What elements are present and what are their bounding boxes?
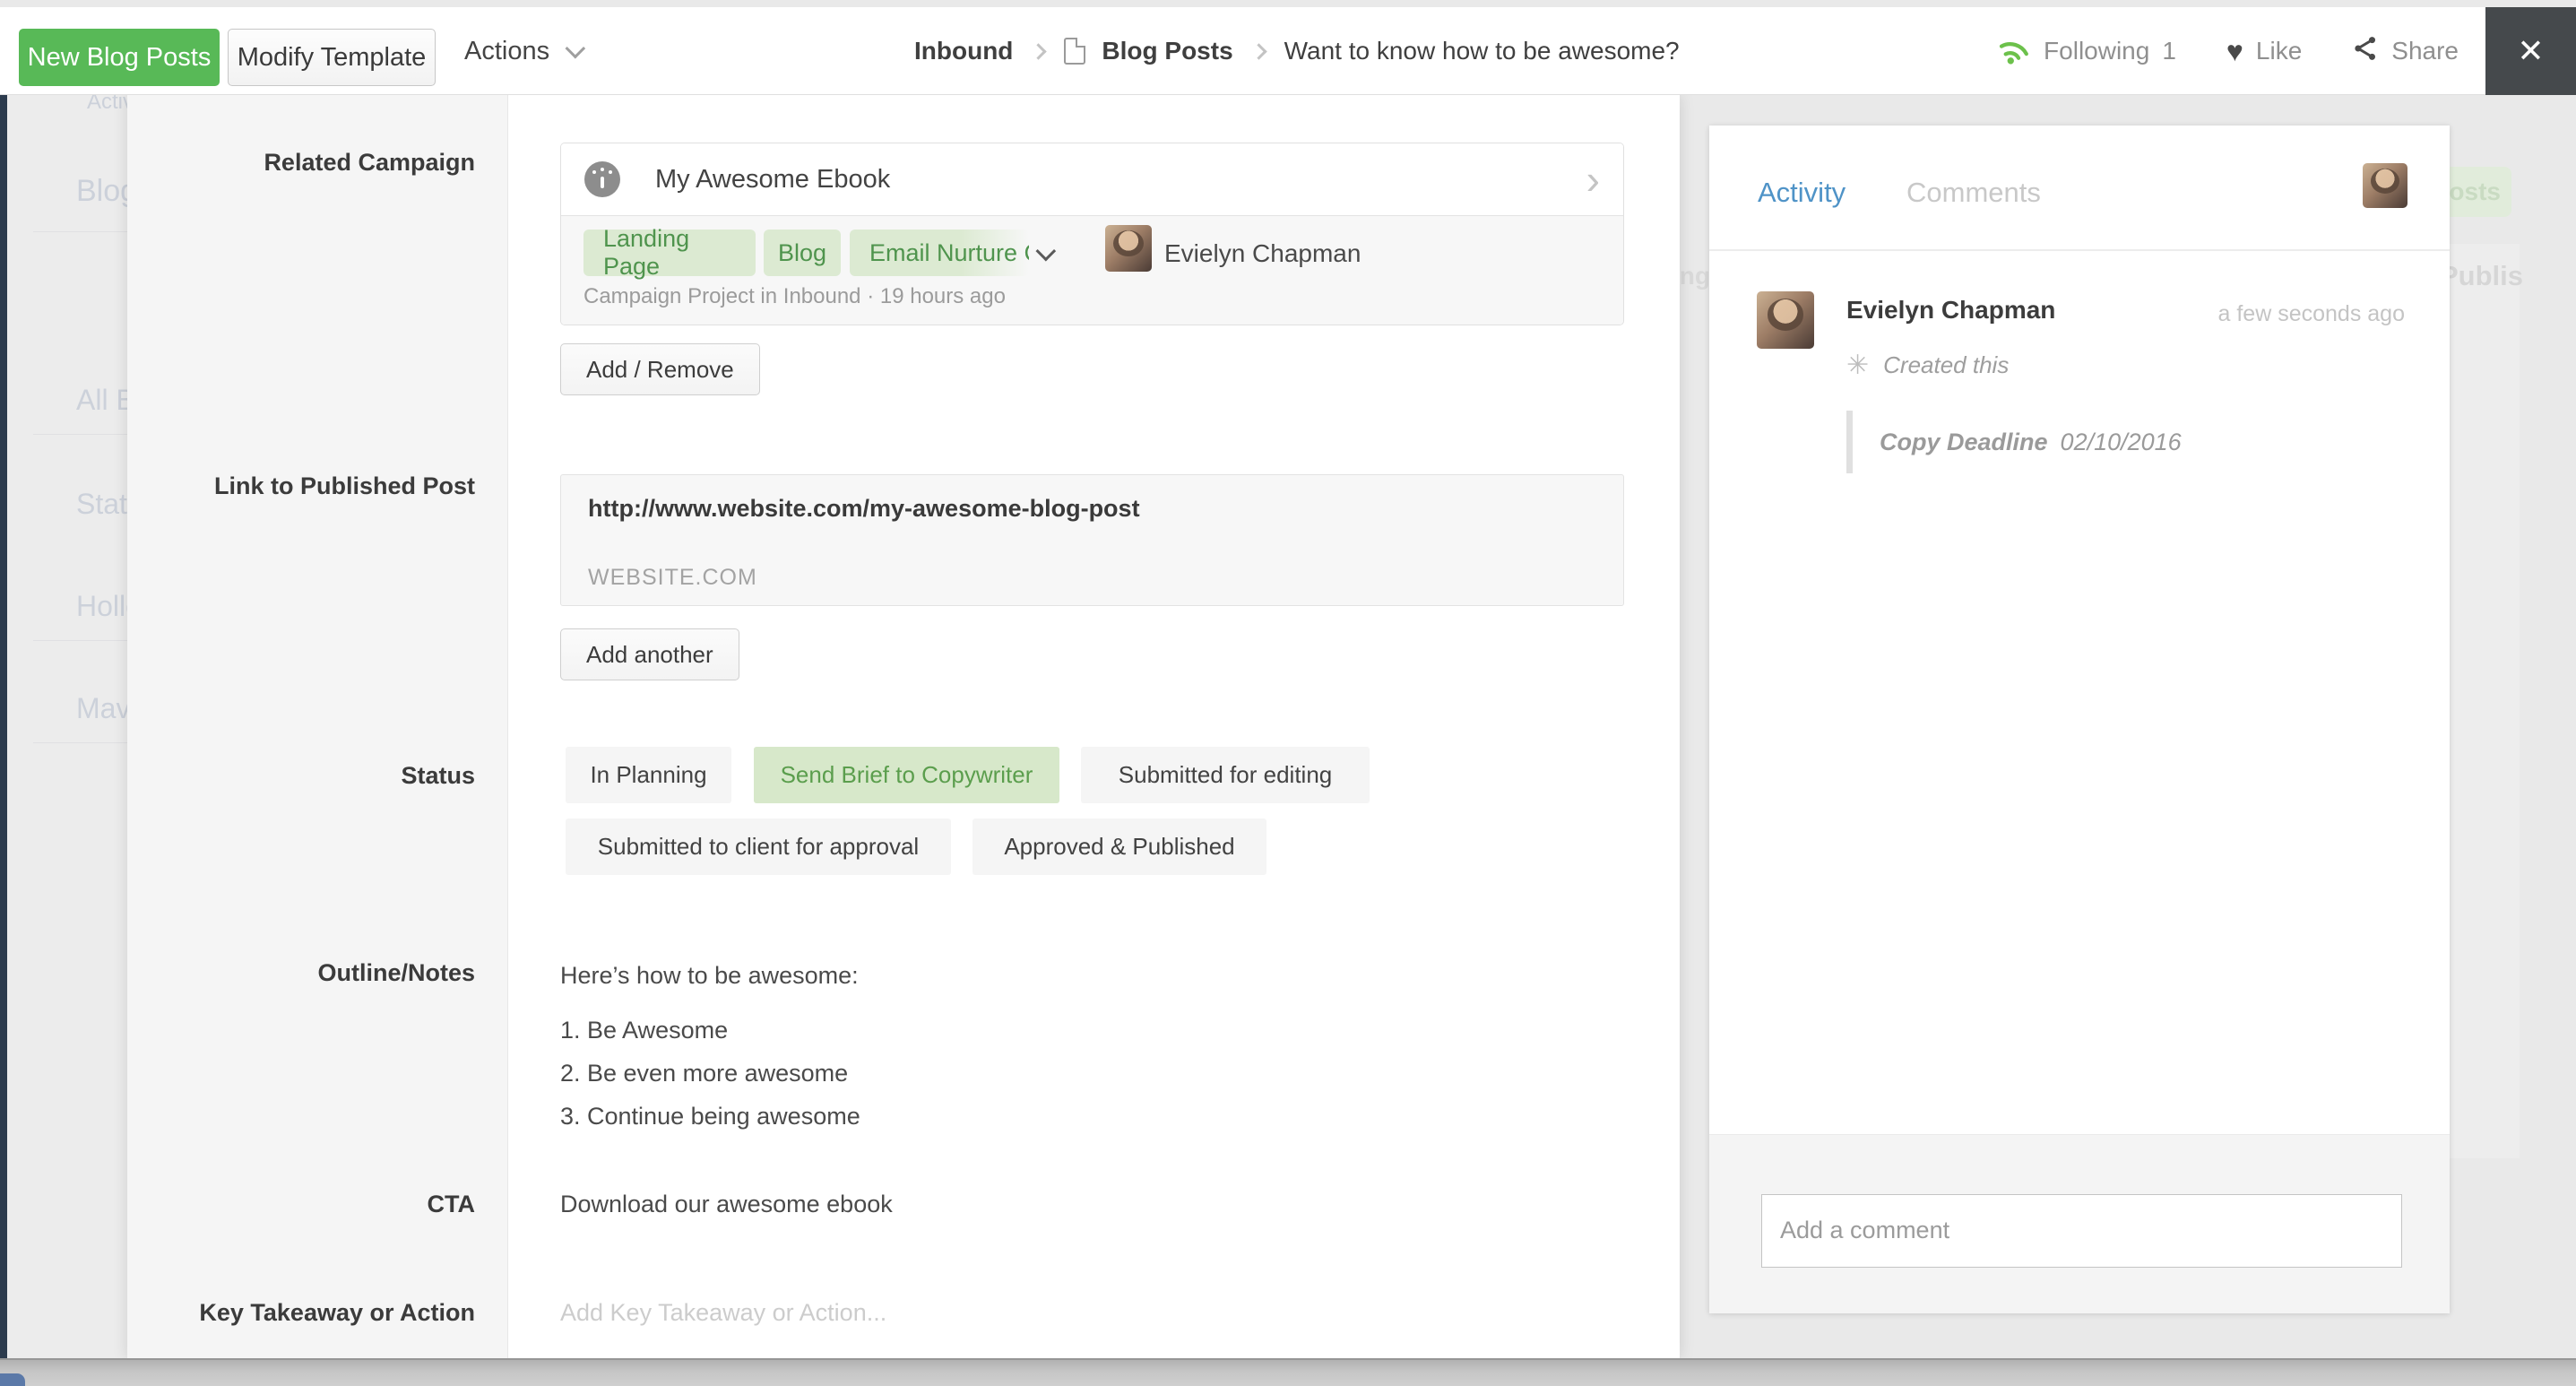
activity-panel: Activity Comments Evielyn Chapman a few … bbox=[1709, 126, 2450, 1313]
add-comment-input[interactable] bbox=[1761, 1194, 2402, 1268]
cta-label: CTA bbox=[427, 1191, 476, 1217]
dimmed-column-title-fragment: Publis bbox=[2440, 260, 2524, 291]
like-control[interactable]: ♥ Like bbox=[2226, 35, 2302, 68]
breadcrumb-list[interactable]: Blog Posts bbox=[1102, 37, 1233, 65]
campaign-owner-name: Evielyn Chapman bbox=[1164, 239, 1361, 267]
close-icon: ✕ bbox=[2517, 32, 2545, 69]
avatar bbox=[1105, 225, 1152, 272]
dimmed-nav-fragment: All B bbox=[76, 384, 127, 416]
close-button[interactable]: ✕ bbox=[2485, 7, 2576, 95]
chevron-down-icon bbox=[565, 38, 586, 59]
chevron-down-icon[interactable] bbox=[1035, 240, 1057, 262]
new-blog-posts-button[interactable]: New Blog Posts bbox=[19, 29, 220, 86]
share-label: Share bbox=[2391, 37, 2459, 65]
avatar[interactable] bbox=[2363, 163, 2407, 208]
published-link-domain: WEBSITE.COM bbox=[588, 565, 757, 590]
actions-menu[interactable]: Actions bbox=[464, 7, 586, 95]
activity-detail-quote: Copy Deadline 02/10/2016 bbox=[1846, 411, 2182, 473]
campaign-meta: Campaign Project in Inbound · 19 hours a… bbox=[583, 284, 1006, 308]
dimmed-nav-fragment: Mavr bbox=[76, 692, 127, 724]
chevron-right-icon: › bbox=[1586, 156, 1600, 203]
field-label-column bbox=[127, 95, 508, 1358]
dimmed-nav-fragment: Hollo bbox=[76, 590, 127, 622]
breadcrumb: Inbound Blog Posts Want to know how to b… bbox=[914, 7, 1680, 95]
blog-post-detail-modal: Related Campaign Link to Published Post … bbox=[127, 95, 1680, 1358]
add-remove-button[interactable]: Add / Remove bbox=[560, 343, 760, 395]
campaign-tag[interactable]: Landing Page bbox=[583, 225, 756, 280]
dimmed-divider bbox=[33, 640, 127, 641]
outline-item: 3. Continue being awesome bbox=[560, 1103, 860, 1130]
campaign-tag-truncated[interactable]: Email Nurture C bbox=[850, 230, 1029, 276]
outline-item: 1. Be Awesome bbox=[560, 1017, 729, 1044]
actions-label: Actions bbox=[464, 36, 550, 65]
top-toolbar: New Blog Posts Modify Template Actions I… bbox=[0, 7, 2576, 95]
status-option-submitted-for-editing[interactable]: Submitted for editing bbox=[1081, 747, 1370, 803]
dimmed-background-sidebar: Activ Blog All B Statu Hollo Mavr bbox=[7, 95, 127, 1358]
activity-author: Evielyn Chapman bbox=[1846, 296, 2056, 324]
breadcrumb-project[interactable]: Inbound bbox=[914, 37, 1014, 65]
published-link-card[interactable]: http://www.website.com/my-awesome-blog-p… bbox=[560, 474, 1624, 606]
breadcrumb-item-title: Want to know how to be awesome? bbox=[1284, 37, 1680, 65]
dimmed-green-button-label: osts bbox=[2449, 178, 2501, 205]
following-count: 1 bbox=[2162, 37, 2176, 65]
status-option-submitted-to-client[interactable]: Submitted to client for approval bbox=[566, 819, 951, 875]
dimmed-nav-fragment: Blog bbox=[76, 174, 127, 208]
dimmed-nav-fragment: Statu bbox=[76, 488, 127, 520]
document-icon bbox=[1064, 38, 1086, 65]
dimmed-divider bbox=[33, 742, 127, 743]
add-another-button[interactable]: Add another bbox=[560, 628, 739, 680]
outline-item: 2. Be even more awesome bbox=[560, 1060, 849, 1087]
key-takeaway-input[interactable]: Add Key Takeaway or Action... bbox=[560, 1299, 887, 1326]
published-link-url[interactable]: http://www.website.com/my-awesome-blog-p… bbox=[588, 495, 1140, 522]
related-campaign-label: Related Campaign bbox=[264, 149, 475, 176]
copy-deadline-value: 02/10/2016 bbox=[2060, 428, 2182, 455]
following-signal-icon bbox=[1993, 28, 2037, 74]
outline-list: 1. Be Awesome 2. Be even more awesome 3.… bbox=[560, 1017, 860, 1146]
scrollbar-corner bbox=[0, 1373, 25, 1386]
tab-activity[interactable]: Activity bbox=[1758, 177, 1846, 208]
activity-action: Created this bbox=[1883, 351, 2010, 378]
campaign-health-icon bbox=[584, 161, 620, 202]
panel-divider bbox=[1709, 249, 2450, 251]
key-takeaway-label: Key Takeaway or Action bbox=[199, 1299, 475, 1326]
activity-timestamp: a few seconds ago bbox=[2217, 301, 2405, 326]
status-option-in-planning[interactable]: In Planning bbox=[566, 747, 731, 803]
campaign-tag[interactable]: Blog bbox=[764, 230, 841, 276]
dimmed-nav-fragment: Activ bbox=[87, 95, 127, 114]
status-label: Status bbox=[401, 762, 475, 789]
following-control[interactable]: Following 1 bbox=[1999, 33, 2176, 70]
chevron-right-icon bbox=[1030, 42, 1048, 60]
outline-notes-label: Outline/Notes bbox=[317, 959, 475, 986]
app-left-edge bbox=[0, 95, 7, 1358]
like-label: Like bbox=[2255, 37, 2303, 65]
comment-footer bbox=[1709, 1134, 2450, 1313]
link-to-published-post-label: Link to Published Post bbox=[213, 472, 475, 499]
dimmed-divider bbox=[33, 231, 127, 232]
share-control[interactable]: Share bbox=[2352, 35, 2459, 68]
cta-value: Download our awesome ebook bbox=[560, 1191, 893, 1217]
campaign-card-details: Landing Page Blog Email Nurture C Eviely… bbox=[561, 215, 1623, 325]
share-icon bbox=[2352, 35, 2379, 68]
copy-deadline-label: Copy Deadline bbox=[1880, 428, 2048, 455]
status-option-approved-published[interactable]: Approved & Published bbox=[972, 819, 1266, 875]
tab-comments[interactable]: Comments bbox=[1906, 177, 2041, 208]
created-burst-icon: ✳ bbox=[1846, 351, 1870, 380]
outline-intro: Here’s how to be awesome: bbox=[560, 962, 859, 989]
campaign-card-header[interactable]: My Awesome Ebook › bbox=[561, 143, 1623, 215]
campaign-title: My Awesome Ebook bbox=[655, 164, 891, 194]
status-option-send-brief-selected[interactable]: Send Brief to Copywriter bbox=[754, 747, 1059, 803]
activity-action-row: ✳ Created this bbox=[1846, 350, 2009, 381]
related-campaign-card: My Awesome Ebook › Landing Page Blog Ema… bbox=[560, 143, 1624, 325]
dimmed-board-column bbox=[2450, 244, 2520, 1158]
chevron-right-icon bbox=[1249, 42, 1267, 60]
dimmed-divider bbox=[33, 434, 127, 435]
avatar bbox=[1757, 291, 1814, 349]
heart-icon: ♥ bbox=[2226, 34, 2243, 67]
modify-template-button[interactable]: Modify Template bbox=[228, 29, 436, 86]
following-label: Following bbox=[2044, 37, 2150, 65]
topbar-right-actions: Following 1 ♥ Like Share ✕ bbox=[1999, 7, 2576, 95]
horizontal-scrollbar[interactable] bbox=[0, 1358, 2576, 1386]
